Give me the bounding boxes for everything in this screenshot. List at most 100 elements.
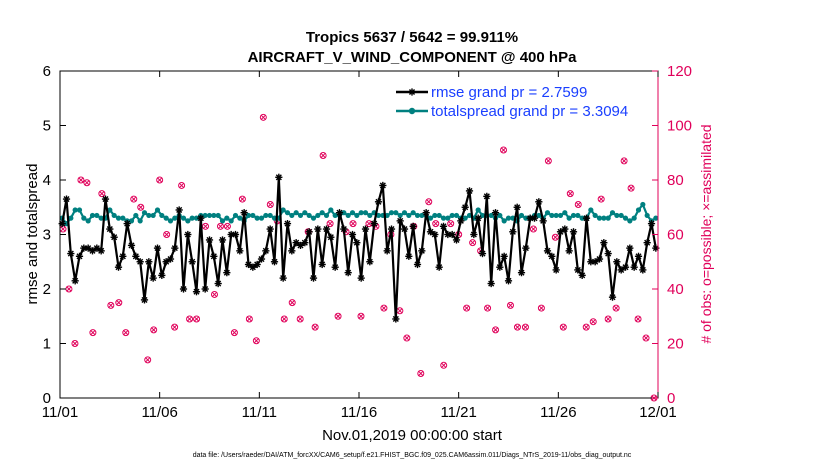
obs-point [620, 157, 628, 165]
rmse-point [478, 249, 487, 258]
spread-point [115, 215, 122, 221]
rmse-point [314, 225, 322, 233]
rmse-point [465, 187, 474, 195]
rmse-point [448, 230, 456, 239]
footnote: data file: /Users/raeder/DAI/ATM_forcXX/… [193, 452, 632, 459]
rmse-point [322, 225, 331, 233]
rmse-point [474, 214, 482, 222]
spread-point [345, 212, 351, 219]
rmse-point [565, 247, 573, 255]
rmse-point [331, 263, 339, 271]
spread-point [206, 212, 213, 219]
obs-point [463, 304, 471, 312]
title-line-1: Tropics 5637 / 5642 = 99.911% [306, 29, 518, 46]
rmse-point [366, 258, 374, 266]
spread-point [536, 212, 542, 219]
rmse-point [613, 258, 621, 266]
rmse-point [405, 252, 413, 260]
spread-point [609, 210, 616, 216]
rmse-point [62, 195, 71, 203]
spread-point [414, 212, 421, 219]
rmse-point [439, 222, 448, 230]
spread-point [167, 218, 174, 224]
y-tick-label: 2 [43, 281, 51, 298]
spread-point [245, 212, 252, 219]
obs-point [334, 312, 342, 320]
spread-point [315, 212, 321, 219]
y-tick-label: 3 [43, 227, 51, 244]
rmse-point [305, 228, 313, 236]
spread-point [319, 210, 325, 216]
spread-point [107, 207, 113, 213]
obs-point [288, 299, 296, 307]
obs-point [357, 312, 365, 320]
rmse-point [188, 258, 196, 266]
spread-point [453, 212, 460, 219]
rmse-point [353, 239, 361, 247]
rmse-point [301, 239, 309, 247]
obs-point [65, 285, 73, 293]
rmse-point [357, 274, 365, 282]
rmse-point [145, 258, 153, 266]
spread-point [544, 210, 551, 216]
spread-point [601, 215, 607, 221]
rmse-point [140, 296, 149, 304]
rmse-point [634, 252, 643, 260]
rmse-point [136, 258, 144, 266]
spread-point [432, 212, 438, 219]
obs-point [506, 301, 514, 309]
spread-point [219, 218, 226, 224]
rmse-point [396, 217, 404, 225]
spread-point [193, 215, 200, 221]
rmse-point [647, 220, 656, 228]
spread-point [410, 210, 416, 216]
spread-point [462, 215, 468, 221]
spread-point [163, 215, 169, 221]
rmse-point [171, 244, 179, 252]
rmse-point [582, 214, 591, 222]
obs-point [130, 195, 138, 203]
rmse-point [578, 271, 586, 279]
rmse-point [517, 269, 526, 277]
spread-point [605, 215, 611, 221]
obs-point [296, 315, 304, 323]
y-tick-label: 0 [43, 390, 51, 407]
spread-point [596, 215, 603, 221]
rmse-point [192, 288, 201, 296]
rmse-point [400, 225, 409, 233]
obs-point [529, 225, 537, 233]
obs-point [521, 323, 529, 331]
x-tick-label: 11/21 [440, 404, 476, 421]
rmse-point [361, 225, 370, 233]
spread-point [215, 212, 221, 219]
obs-point [178, 181, 186, 189]
obs-point [259, 113, 267, 121]
rmse-point [561, 225, 569, 233]
rmse-point [539, 217, 547, 225]
y-tick-label: 4 [43, 172, 51, 189]
spread-point [211, 212, 217, 219]
rmse-point [270, 258, 279, 266]
obs-point [432, 220, 440, 228]
y-right-tick-label: 80 [667, 172, 684, 189]
obs-point [171, 323, 179, 331]
rmse-point [452, 236, 461, 244]
rmse-point [101, 195, 110, 203]
spread-point [263, 212, 269, 219]
rmse-point [153, 244, 162, 252]
obs-point [83, 179, 91, 187]
rmse-point [374, 198, 383, 206]
rmse-point [548, 252, 556, 260]
x-tick-label: 12/01 [639, 404, 677, 421]
obs-point [98, 190, 106, 198]
obs-point [500, 146, 508, 154]
obs-point [186, 315, 194, 323]
spread-point [553, 212, 559, 219]
rmse-point [569, 228, 578, 236]
obs-point [566, 190, 574, 198]
spread-point [497, 212, 503, 219]
spread-point [635, 207, 642, 213]
spread-point [128, 218, 135, 224]
spread-point [202, 212, 208, 219]
spread-point [154, 207, 161, 213]
